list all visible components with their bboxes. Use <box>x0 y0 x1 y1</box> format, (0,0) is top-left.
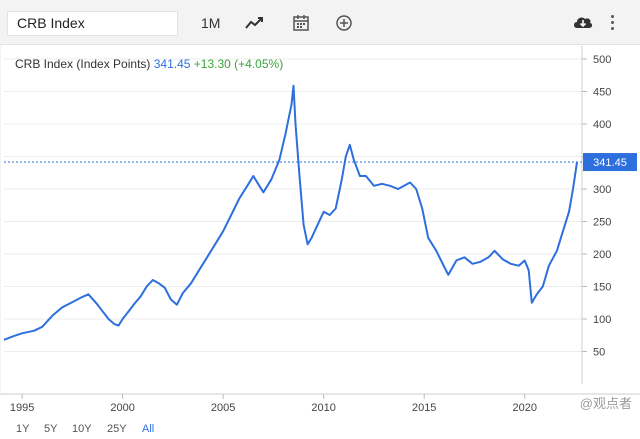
plot-frame <box>0 46 640 395</box>
chart-area: 50100150200250300350400450500 1995200020… <box>0 44 640 435</box>
chart-type-line-icon[interactable] <box>241 10 267 36</box>
interval-select[interactable]: 1M <box>201 15 221 31</box>
x-tick-label: 2010 <box>311 402 335 414</box>
range-button-1y[interactable]: 1Y <box>16 423 30 435</box>
add-comparison-icon[interactable] <box>331 10 357 36</box>
grid-lines <box>4 58 582 352</box>
y-tick-label: 200 <box>593 249 611 261</box>
range-button-5y[interactable]: 5Y <box>44 423 58 435</box>
series-layer <box>3 84 578 341</box>
symbol-search-input[interactable]: CRB Index <box>7 11 178 36</box>
calendar-icon[interactable] <box>288 10 314 36</box>
last-value-marker: 341.45 <box>4 153 637 172</box>
x-axis: 1995 2000 2005 2010 2015 2020 <box>10 394 537 414</box>
more-options-icon[interactable] <box>609 13 615 33</box>
legend-series-name: CRB Index (Index Points) <box>15 57 151 71</box>
watermark-text: @观点者 <box>580 396 632 411</box>
x-tick-label: 2015 <box>412 402 436 414</box>
x-tick-label: 2005 <box>211 402 235 414</box>
range-button-25y[interactable]: 25Y <box>107 423 127 435</box>
last-value-badge-text: 341.45 <box>593 157 627 169</box>
legend-change: +13.30 (+4.05%) <box>193 57 284 71</box>
range-selector: 1Y 5Y 10Y 25Y All <box>16 423 154 435</box>
x-tick-label: 2020 <box>512 402 536 414</box>
chart-toolbar: CRB Index 1M <box>0 0 640 45</box>
last-value-badge <box>583 153 637 172</box>
series-legend: CRB Index (Index Points) 341.45 +13.30 (… <box>15 57 283 71</box>
x-tick-label: 2000 <box>110 402 134 414</box>
y-tick-label: 400 <box>593 119 611 131</box>
y-tick-label: 100 <box>593 314 611 326</box>
y-tick-label: 300 <box>593 184 611 196</box>
download-icon[interactable] <box>570 10 596 36</box>
crb-index-line-chart: 50100150200250300350400450500 1995200020… <box>0 46 640 435</box>
range-button-all[interactable]: All <box>142 423 154 435</box>
y-tick-label: 250 <box>593 217 611 229</box>
range-button-10y[interactable]: 10Y <box>72 423 92 435</box>
legend-last-value: 341.45 <box>153 57 191 71</box>
y-tick-label: 450 <box>593 87 611 99</box>
y-tick-label: 500 <box>593 54 611 66</box>
y-tick-label: 150 <box>593 282 611 294</box>
x-tick-label: 1995 <box>10 402 34 414</box>
y-tick-label: 50 <box>593 347 605 359</box>
series-line-crb-index <box>3 84 578 341</box>
y-axis: 50100150200250300350400450500 <box>582 54 611 359</box>
